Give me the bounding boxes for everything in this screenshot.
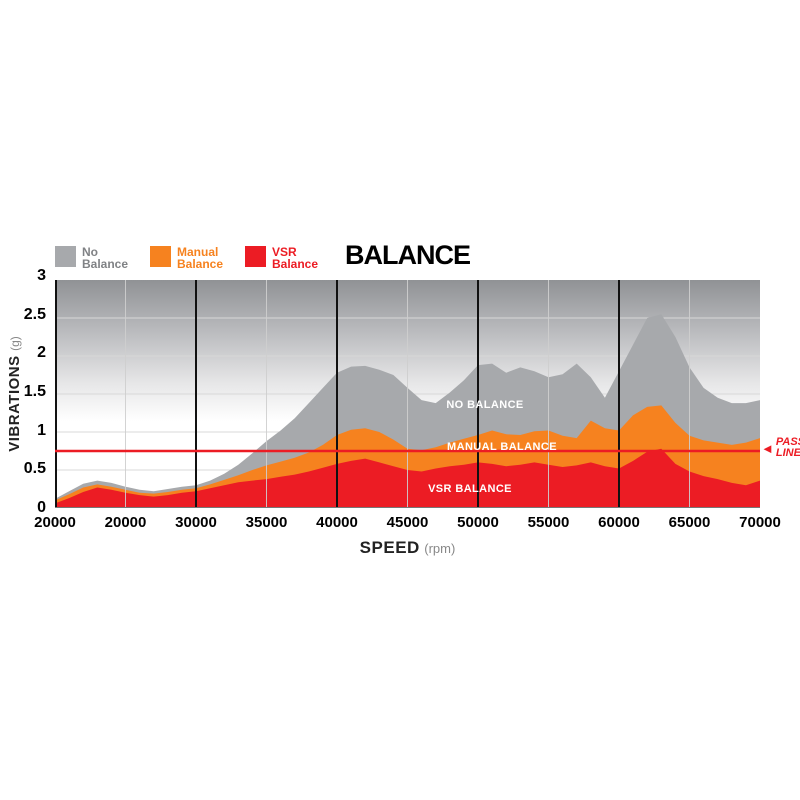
pass-line-label-line2: LINE [775, 447, 800, 459]
x-axis-unit: (rpm) [424, 541, 456, 556]
x-tick-label: 65000 [668, 514, 711, 531]
x-axis-ticks: 20000 20000 30000 35000 40000 45000 50000 55000… [0, 514, 800, 534]
y-tick-label: 0.5 [23, 460, 46, 478]
x-tick-label: 45000 [386, 514, 429, 531]
left-arrow-icon: ◄ [761, 440, 774, 456]
x-tick-label: 50000 [457, 514, 499, 531]
plot-area: NO BALANCE MANUAL BALANCE VSR BALANCE [55, 280, 760, 508]
y-tick-label: 2 [37, 344, 46, 362]
x-axis-title: SPEED (rpm) [55, 538, 760, 558]
no-balance-legend-label: No Balance [82, 246, 128, 270]
vsr-balance-swatch [245, 246, 266, 267]
no-balance-swatch [55, 246, 76, 267]
pass-line-label: PASS LINE [776, 437, 800, 459]
legend-label-line2: Balance [272, 257, 319, 271]
vsr-balance-legend-label: VSR Balance [272, 246, 318, 270]
y-tick-label: 2.5 [23, 305, 46, 323]
x-axis-title-text: SPEED [359, 538, 420, 557]
legend-label-line2: Balance [177, 257, 224, 271]
legend-label-line1: Manual [177, 245, 219, 259]
y-tick-label: 0 [37, 498, 46, 516]
no-balance-area-label: NO BALANCE [446, 399, 524, 411]
y-tick-label: 1 [37, 421, 46, 439]
legend-item-manual-balance: Manual Balance [150, 246, 223, 270]
x-tick-label: 35000 [245, 514, 288, 531]
legend-item-no-balance: No Balance [55, 246, 128, 270]
vsr-balance-area-label: VSR BALANCE [428, 483, 512, 495]
y-tick-label: 1.5 [23, 382, 46, 400]
manual-balance-legend-label: Manual Balance [177, 246, 223, 270]
manual-balance-area-label: MANUAL BALANCE [447, 441, 557, 453]
pass-line-label-line1: PASS [775, 436, 800, 448]
x-tick-label: 20000 [104, 514, 147, 531]
x-tick-label: 70000 [739, 514, 781, 531]
legend-label-line2: Balance [82, 257, 129, 271]
legend-label-line1: No [82, 245, 98, 259]
x-tick-label: 40000 [316, 514, 358, 531]
x-tick-label: 20000 [34, 514, 76, 531]
x-tick-label: 60000 [598, 514, 640, 531]
y-axis-ticks: 3 2.5 2 1.5 1 0.5 0 [0, 268, 46, 516]
y-tick-label: 3 [37, 267, 46, 284]
manual-balance-swatch [150, 246, 171, 267]
x-tick-label: 30000 [175, 514, 217, 531]
y-axis-title-text: VIBRATIONS [6, 355, 23, 452]
legend-item-vsr-balance: VSR Balance [245, 246, 318, 270]
plot-canvas [55, 280, 760, 508]
legend-label-line1: VSR [272, 245, 297, 259]
pass-line-callout: ◄ PASS LINE [761, 437, 800, 459]
y-axis-unit: (g) [8, 336, 22, 351]
y-axis-title: VIBRATIONS (g) [6, 294, 23, 494]
x-tick-label: 55000 [527, 514, 570, 531]
